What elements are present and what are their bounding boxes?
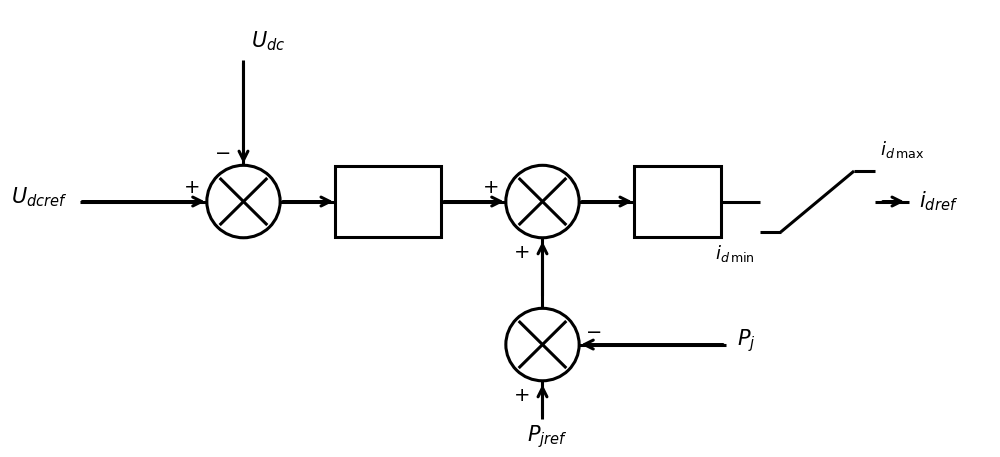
Text: PI: PI bbox=[661, 188, 694, 215]
Bar bbox=[634, 166, 721, 237]
Text: $U_{dc}$: $U_{dc}$ bbox=[251, 29, 286, 53]
Text: $P_j$: $P_j$ bbox=[737, 327, 756, 354]
Text: $+$: $+$ bbox=[482, 178, 498, 197]
Text: $+$: $+$ bbox=[513, 386, 529, 404]
Text: $-$: $-$ bbox=[585, 321, 601, 340]
Text: $U_{dcref}$: $U_{dcref}$ bbox=[11, 185, 68, 208]
Text: $i_{d\,\rm{max}}$: $i_{d\,\rm{max}}$ bbox=[880, 138, 924, 159]
Text: $P_{jref}$: $P_{jref}$ bbox=[527, 423, 568, 450]
Text: $i_{d\,\rm{min}}$: $i_{d\,\rm{min}}$ bbox=[715, 244, 755, 265]
Text: $i_{dref}$: $i_{dref}$ bbox=[919, 190, 958, 213]
Text: $+$: $+$ bbox=[513, 243, 529, 261]
Text: $-$: $-$ bbox=[214, 142, 230, 160]
Text: $+$: $+$ bbox=[183, 178, 199, 197]
Text: $k_j^*$: $k_j^*$ bbox=[372, 181, 405, 223]
Bar bbox=[335, 166, 441, 237]
